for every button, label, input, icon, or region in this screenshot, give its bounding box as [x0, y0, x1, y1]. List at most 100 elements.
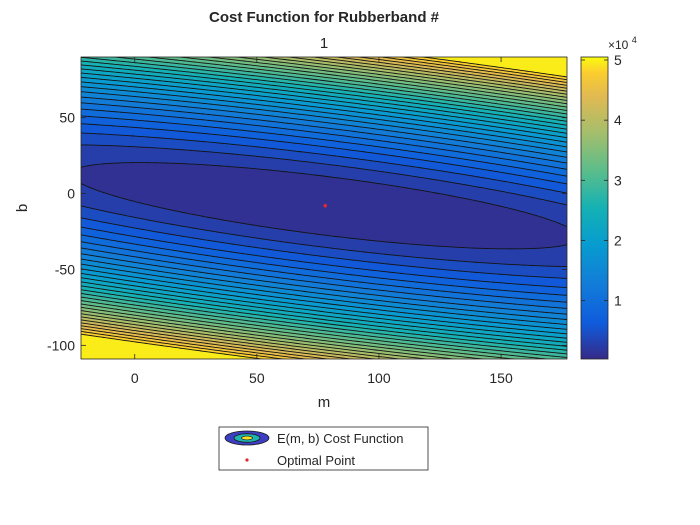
contour-cell — [81, 147, 85, 150]
contour-cell — [99, 251, 103, 254]
contour-cell — [81, 191, 85, 194]
contour-cell — [90, 253, 94, 256]
contour-cell — [108, 199, 112, 202]
contour-cell — [84, 125, 88, 128]
contour-cell — [105, 151, 109, 154]
contour-cell — [96, 155, 100, 158]
contour-cell — [87, 143, 91, 146]
contour-cell — [81, 109, 85, 112]
contour-cell — [102, 345, 106, 348]
contour-cell — [105, 109, 109, 112]
contour-cell — [84, 315, 88, 318]
contour-cell — [93, 357, 97, 359]
contour-cell — [108, 249, 112, 252]
contour-cell — [105, 73, 109, 76]
contour-cell — [81, 149, 85, 152]
contour-cell — [96, 57, 100, 60]
contour-cell — [105, 181, 109, 184]
contour-cell — [102, 199, 106, 202]
contour-cell — [90, 287, 94, 290]
contour-cell — [90, 281, 94, 284]
contour-cell — [102, 65, 106, 68]
contour-cell — [81, 257, 85, 260]
contour-cell — [108, 95, 112, 98]
contour-cell — [111, 147, 115, 150]
contour-cell — [81, 279, 85, 282]
contour-cell — [99, 255, 103, 258]
contour-cell — [102, 265, 106, 268]
contour-cell — [87, 85, 91, 88]
contour-cell — [105, 213, 109, 216]
contour-cell — [93, 309, 97, 312]
contour-cell — [81, 207, 85, 210]
contour-cell — [99, 269, 103, 272]
contour-cell — [81, 189, 85, 192]
contour-cell — [105, 225, 109, 228]
contour-cell — [96, 353, 100, 356]
chart-subtitle: 1 — [320, 35, 328, 52]
contour-cell — [93, 257, 97, 260]
contour-cell — [93, 261, 97, 264]
contour-cell — [84, 129, 88, 132]
contour-cell — [96, 67, 100, 70]
contour-cell — [105, 351, 109, 354]
contour-cell — [93, 275, 97, 278]
contour-cell — [96, 245, 100, 248]
contour-cell — [96, 99, 100, 102]
contour-cell — [108, 105, 112, 108]
contour-cell — [90, 303, 94, 306]
contour-cell — [96, 125, 100, 128]
contour-cell — [102, 129, 106, 132]
contour-cell — [96, 63, 100, 66]
contour-cell — [102, 185, 106, 188]
contour-cell — [87, 221, 91, 224]
contour-cell — [111, 125, 115, 128]
contour-cell — [90, 351, 94, 354]
contour-cell — [87, 167, 91, 170]
contour-cell — [81, 105, 85, 108]
contour-cell — [99, 65, 103, 68]
contour-cell — [96, 111, 100, 114]
contour-cell — [102, 151, 106, 154]
contour-cell — [90, 353, 94, 356]
contour-cell — [81, 227, 85, 230]
contour-cell — [105, 143, 109, 146]
contour-cell — [90, 223, 94, 226]
contour-cell — [108, 311, 112, 314]
contour-cell — [84, 181, 88, 184]
contour-cell — [105, 259, 109, 262]
contour-cell — [105, 85, 109, 88]
contour-cell — [96, 91, 100, 94]
contour-cell — [84, 221, 88, 224]
contour-cell — [81, 117, 85, 120]
contour-cell — [90, 247, 94, 250]
contour-cell — [96, 113, 100, 116]
contour-cell — [99, 227, 103, 230]
contour-cell — [81, 95, 85, 98]
contour-cell — [81, 309, 85, 312]
contour-cell — [108, 215, 112, 218]
contour-cell — [87, 263, 91, 266]
contour-cell — [108, 335, 112, 338]
contour-cell — [99, 321, 103, 324]
contour-cell — [99, 273, 103, 276]
contour-cell — [87, 107, 91, 110]
contour-cell — [81, 199, 85, 202]
contour-cell — [93, 231, 97, 234]
contour-cell — [105, 311, 109, 314]
contour-cell — [99, 63, 103, 66]
contour-cell — [90, 151, 94, 154]
contour-cell — [108, 129, 112, 132]
contour-cell — [102, 163, 106, 166]
contour-cell — [99, 95, 103, 98]
contour-cell — [105, 333, 109, 336]
contour-cell — [99, 81, 103, 84]
contour-cell — [102, 287, 106, 290]
contour-cell — [84, 333, 88, 336]
contour-cell — [84, 171, 88, 174]
contour-cell — [87, 177, 91, 180]
contour-cell — [108, 77, 112, 80]
contour-cell — [96, 269, 100, 272]
contour-cell — [93, 117, 97, 120]
contour-cell — [84, 145, 88, 148]
